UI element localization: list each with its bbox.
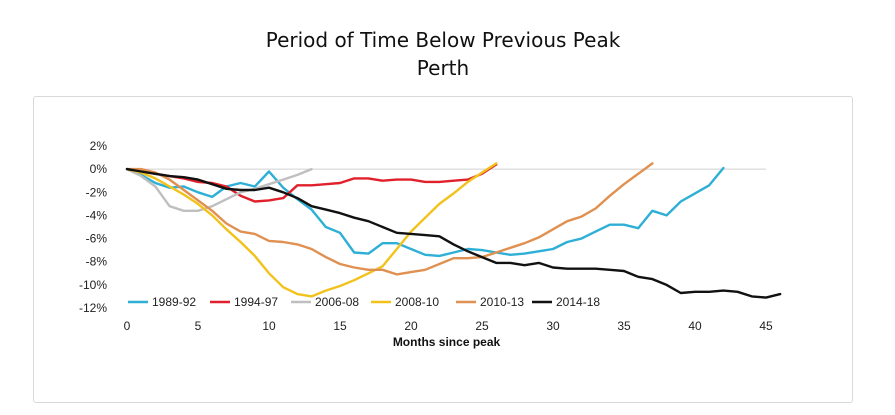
y-tick-label: -2% bbox=[86, 185, 108, 199]
y-tick-label: -10% bbox=[79, 278, 107, 292]
x-tick-label: 15 bbox=[333, 319, 347, 333]
y-tick-label: -8% bbox=[86, 255, 108, 269]
series-line-2010-13 bbox=[125, 162, 654, 276]
legend-label: 2014-18 bbox=[556, 295, 600, 309]
chart-panel bbox=[33, 96, 853, 403]
y-tick-label: -12% bbox=[79, 301, 107, 315]
x-tick-label: 20 bbox=[404, 319, 418, 333]
x-tick-label: 45 bbox=[759, 319, 773, 333]
series-line-1994-97 bbox=[125, 163, 498, 203]
series-line-2006-08 bbox=[125, 167, 313, 213]
x-tick-label: 25 bbox=[475, 319, 489, 333]
legend-label: 1989-92 bbox=[152, 295, 196, 309]
legend-label: 1994-97 bbox=[234, 295, 278, 309]
chart-title: Period of Time Below Previous Peak bbox=[265, 28, 621, 52]
legend: 1989-92 1994-97 2006-08 2008-10 2010-13 2014-… bbox=[128, 295, 600, 309]
series-lines bbox=[125, 162, 782, 299]
y-axis-ticks: 2% 0% -2% -4% -6% -8% -10% -12% bbox=[79, 139, 107, 315]
legend-label: 2008-10 bbox=[395, 295, 439, 309]
chart-subtitle: Perth bbox=[416, 56, 470, 80]
series-line-2008-10 bbox=[125, 162, 498, 298]
x-tick-label: 35 bbox=[617, 319, 631, 333]
legend-label: 2010-13 bbox=[480, 295, 524, 309]
x-tick-label: 10 bbox=[262, 319, 276, 333]
y-tick-label: 0% bbox=[90, 162, 108, 176]
x-axis-label: Months since peak bbox=[393, 335, 501, 349]
y-tick-label: -6% bbox=[86, 232, 108, 246]
x-tick-label: 5 bbox=[195, 319, 202, 333]
x-tick-label: 30 bbox=[546, 319, 560, 333]
legend-label: 2006-08 bbox=[315, 295, 359, 309]
series-line-2014-18 bbox=[125, 167, 782, 299]
chart-title-block: Period of Time Below Previous Peak Perth bbox=[0, 26, 886, 82]
y-tick-label: 2% bbox=[90, 139, 108, 153]
x-tick-label: 40 bbox=[688, 319, 702, 333]
x-tick-label: 0 bbox=[124, 319, 131, 333]
x-axis-ticks: 0 5 10 15 20 25 30 35 40 45 bbox=[124, 319, 773, 333]
y-tick-label: -4% bbox=[86, 208, 108, 222]
